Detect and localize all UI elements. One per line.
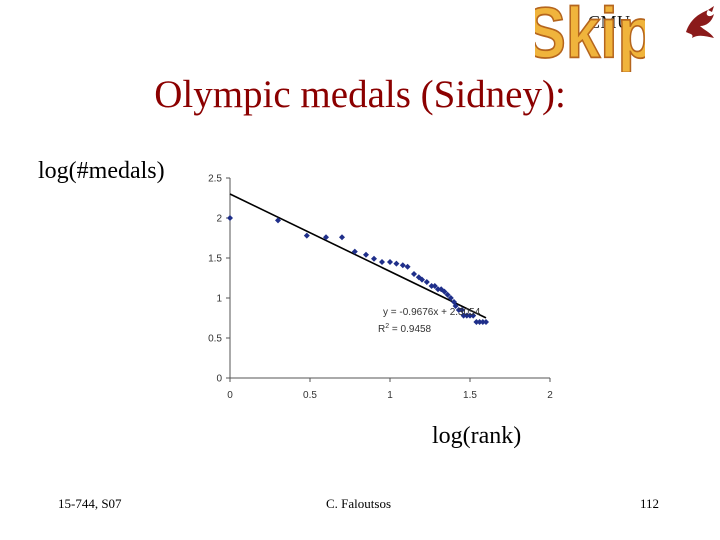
data-point	[339, 234, 345, 241]
y-tick-label: 2	[216, 214, 222, 225]
data-point	[431, 283, 438, 289]
data-point	[444, 291, 451, 298]
data-point	[460, 312, 467, 319]
r-squared-label: R2 = 0.9458	[378, 323, 432, 335]
x-ticks: 0 0.5 1 1.5 2	[227, 378, 553, 401]
skip-button[interactable]: Skip	[524, 0, 657, 74]
x-tick-label: 1	[387, 390, 393, 401]
cmu-logo-text: CMU	[588, 12, 631, 32]
x-axis-title: log(rank)	[432, 423, 522, 449]
trendline	[229, 193, 487, 319]
data-point	[227, 215, 233, 221]
data-point	[438, 286, 445, 293]
data-point	[399, 262, 406, 269]
footer-page-number: 112	[640, 496, 660, 511]
y-tick-label: 0.5	[208, 334, 222, 345]
equation-label: y = -0.9676x + 2.3054	[383, 307, 481, 318]
data-point	[387, 259, 393, 265]
data-point	[419, 276, 425, 283]
x-tick-label: 0	[227, 390, 233, 401]
data-point	[379, 259, 385, 265]
footer-author: C. Faloutsos	[326, 496, 392, 511]
data-point	[467, 312, 473, 319]
data-point	[435, 286, 441, 293]
data-point	[441, 288, 448, 295]
data-points	[227, 215, 489, 325]
data-point	[473, 319, 480, 325]
data-point	[459, 307, 465, 313]
data-point	[303, 232, 310, 239]
x-tick-label: 2	[547, 390, 553, 401]
data-point	[275, 217, 281, 224]
x-tick-label: 1.5	[463, 390, 477, 401]
dragon-icon	[686, 6, 714, 38]
data-point	[423, 279, 430, 285]
data-point	[363, 251, 369, 258]
y-axis-title: log(#medals)	[38, 158, 165, 184]
data-point	[463, 312, 470, 319]
y-tick-label: 0	[216, 374, 222, 385]
data-point	[479, 319, 486, 325]
trendline-group	[229, 193, 487, 319]
data-point	[470, 312, 477, 319]
data-point	[351, 248, 358, 255]
data-point	[452, 303, 459, 309]
footer-course: 15-744, S07	[58, 496, 122, 511]
data-point	[483, 319, 489, 325]
y-tick-label: 1	[216, 294, 222, 305]
chart-annotations: y = -0.9676x + 2.3054 R2 = 0.9458	[378, 307, 481, 335]
data-point	[411, 271, 417, 277]
chart-axes	[229, 178, 550, 379]
y-ticks: 0 0.5 1 1.5 2 2.5	[208, 174, 230, 385]
y-tick-label: 1.5	[208, 254, 222, 265]
scatter-chart: 0 0.5 1 1.5 2 2.5 0 0.5 1 1.5 2 y = -0.9676x + 2.…	[208, 174, 553, 402]
data-point	[476, 319, 483, 325]
data-point	[447, 295, 454, 301]
data-point	[404, 263, 411, 270]
data-point	[393, 260, 400, 267]
slide-title: Olympic medals (Sidney):	[154, 73, 566, 116]
data-point	[371, 255, 377, 262]
y-tick-label: 2.5	[208, 174, 222, 185]
data-point	[428, 283, 435, 289]
data-point	[323, 234, 329, 241]
x-tick-label: 0.5	[303, 390, 317, 401]
data-point	[455, 307, 462, 313]
skip-label: Skip	[535, 0, 645, 72]
